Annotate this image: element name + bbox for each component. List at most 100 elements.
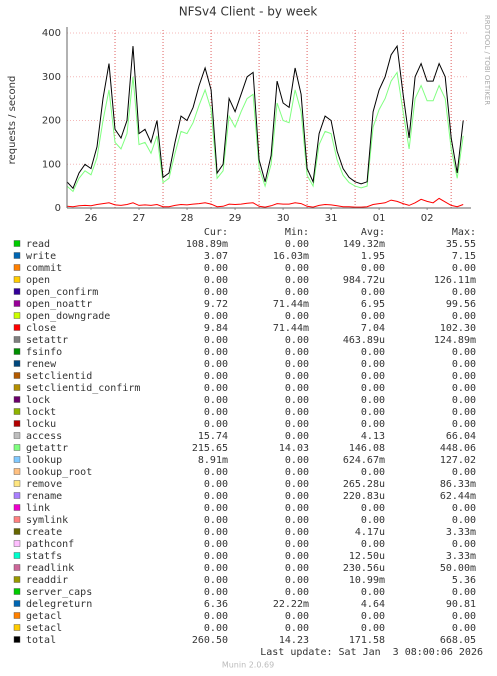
legend-max: 0.00 xyxy=(452,347,476,358)
legend-name: write xyxy=(26,251,56,262)
legend-min: 16.03m xyxy=(273,251,309,262)
legend-avg: 0.00 xyxy=(361,611,385,622)
legend-cur: 0.00 xyxy=(204,527,228,538)
legend-name: readdir xyxy=(26,575,68,586)
legend-min: 0.00 xyxy=(285,239,309,250)
legend-avg: 0.00 xyxy=(361,359,385,370)
legend-cur: 0.00 xyxy=(204,383,228,394)
legend-avg: 0.00 xyxy=(361,419,385,430)
legend-swatch xyxy=(13,276,21,283)
legend-cur: 0.00 xyxy=(204,311,228,322)
legend-name: close xyxy=(26,323,56,334)
legend-min: 0.00 xyxy=(285,503,309,514)
legend-cur: 0.00 xyxy=(204,347,228,358)
y-tick-label: 300 xyxy=(42,72,61,83)
legend-min: 71.44m xyxy=(273,323,309,334)
legend-cur: 0.00 xyxy=(204,395,228,406)
legend-min: 0.00 xyxy=(285,383,309,394)
legend-min: 71.44m xyxy=(273,299,309,310)
legend-swatch xyxy=(13,372,21,379)
legend-avg: 0.00 xyxy=(361,515,385,526)
legend-cur: 6.36 xyxy=(204,599,228,610)
legend-name: lock xyxy=(26,395,50,406)
legend-swatch xyxy=(13,240,21,247)
legend-avg: 230.56u xyxy=(343,563,385,574)
legend-swatch xyxy=(13,636,21,643)
legend-max: 448.06 xyxy=(440,443,476,454)
legend-cur: 0.00 xyxy=(204,263,228,274)
side-text: RRDTOOL / TOBI OETIKER xyxy=(483,15,491,105)
y-axis-label: requests / second xyxy=(7,76,18,165)
legend-swatch xyxy=(13,612,21,619)
legend-name: lookup_root xyxy=(26,467,92,478)
legend-avg: 0.00 xyxy=(361,587,385,598)
legend-max: 0.00 xyxy=(452,539,476,550)
legend-swatch xyxy=(13,480,21,487)
legend-min: 0.00 xyxy=(285,275,309,286)
legend-cur: 0.00 xyxy=(204,371,228,382)
legend-cur: 8.91m xyxy=(198,455,228,466)
legend-max: 86.33m xyxy=(440,479,476,490)
legend-cur: 0.00 xyxy=(204,575,228,586)
legend-name: read xyxy=(26,239,50,250)
legend-cur: 260.50 xyxy=(192,635,228,646)
legend-max: 0.00 xyxy=(452,359,476,370)
legend-name: symlink xyxy=(26,515,68,526)
column-header: Avg: xyxy=(361,227,385,238)
legend-name: rename xyxy=(26,491,62,502)
legend-min: 0.00 xyxy=(285,455,309,466)
legend-min: 0.00 xyxy=(285,527,309,538)
legend-min: 0.00 xyxy=(285,515,309,526)
legend-avg: 0.00 xyxy=(361,467,385,478)
legend-max: 35.55 xyxy=(446,239,476,250)
legend-swatch xyxy=(13,624,21,631)
legend-cur: 0.00 xyxy=(204,407,228,418)
legend-swatch xyxy=(13,600,21,607)
legend-max: 0.00 xyxy=(452,311,476,322)
legend-name: open_noattr xyxy=(26,299,92,310)
legend-name: access xyxy=(26,431,62,442)
legend-avg: 0.00 xyxy=(361,371,385,382)
legend-avg: 146.08 xyxy=(349,443,385,454)
column-header: Max: xyxy=(452,227,476,238)
legend-swatch xyxy=(13,588,21,595)
legend-name: open_confirm xyxy=(26,287,98,298)
legend-name: commit xyxy=(26,263,62,274)
legend-max: 3.33m xyxy=(446,527,476,538)
legend-min: 0.00 xyxy=(285,287,309,298)
x-tick-label: 01 xyxy=(373,213,386,224)
legend-avg: 10.99m xyxy=(349,575,385,586)
column-header: Min: xyxy=(285,227,309,238)
legend-name: link xyxy=(26,503,50,514)
legend-avg: 265.28u xyxy=(343,479,385,490)
legend-max: 0.00 xyxy=(452,263,476,274)
legend-max: 0.00 xyxy=(452,623,476,634)
legend-cur: 0.00 xyxy=(204,287,228,298)
legend-swatch xyxy=(13,504,21,511)
series-line xyxy=(66,44,464,190)
legend-name: open xyxy=(26,275,50,286)
legend-swatch xyxy=(13,324,21,331)
x-tick-label: 02 xyxy=(421,213,434,224)
legend-swatch xyxy=(13,300,21,307)
last-update: Last update: Sat Jan 3 08:00:06 2026 xyxy=(260,647,483,658)
legend-min: 0.00 xyxy=(285,491,309,502)
legend-name: setattr xyxy=(26,335,68,346)
legend-cur: 9.72 xyxy=(204,299,228,310)
legend-swatch xyxy=(13,516,21,523)
legend-max: 0.00 xyxy=(452,383,476,394)
legend-min: 0.00 xyxy=(285,311,309,322)
legend-name: pathconf xyxy=(26,539,74,550)
legend-swatch xyxy=(13,576,21,583)
legend-cur: 3.07 xyxy=(204,251,228,262)
legend-avg: 171.58 xyxy=(349,635,385,646)
legend-name: readlink xyxy=(26,563,74,574)
legend-avg: 1.95 xyxy=(361,251,385,262)
legend-swatch xyxy=(13,288,21,295)
legend-min: 0.00 xyxy=(285,395,309,406)
y-tick-label: 200 xyxy=(42,116,61,127)
legend-cur: 15.74 xyxy=(198,431,228,442)
legend-name: getacl xyxy=(26,611,62,622)
legend-max: 0.00 xyxy=(452,287,476,298)
legend-max: 0.00 xyxy=(452,371,476,382)
